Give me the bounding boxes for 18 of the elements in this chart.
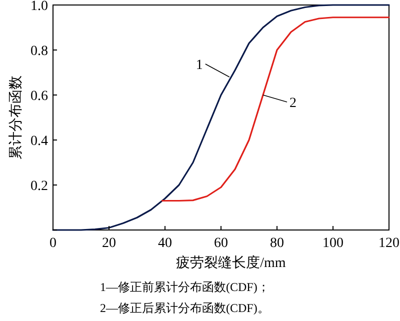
y-axis-title: 累计分布函数 <box>8 76 24 160</box>
text: 2—修正后累计分布函数(CDF)。 <box>100 301 270 315</box>
x-tick-label: 0 <box>50 236 56 251</box>
y-tick-label: 0.4 <box>30 134 48 149</box>
annotation: 2 <box>290 96 296 111</box>
y-tick-label: 0.8 <box>30 44 48 59</box>
x-tick-label: 120 <box>378 236 400 251</box>
x-tick-label: 100 <box>322 236 344 251</box>
y-tick-label: 0.6 <box>30 89 48 104</box>
x-tick-label: 20 <box>102 236 116 251</box>
x-tick-label: 40 <box>158 236 172 251</box>
y-tick-label: 1.0 <box>30 0 48 14</box>
text: 1—修正前累计分布函数(CDF)； <box>100 280 270 294</box>
x-tick-label: 60 <box>214 236 228 251</box>
y-tick-label: 0.2 <box>30 179 48 194</box>
annotation: 1 <box>196 58 203 73</box>
x-tick-label: 80 <box>270 236 284 251</box>
x-axis-title: 疲劳裂缝长度/mm <box>176 255 286 271</box>
